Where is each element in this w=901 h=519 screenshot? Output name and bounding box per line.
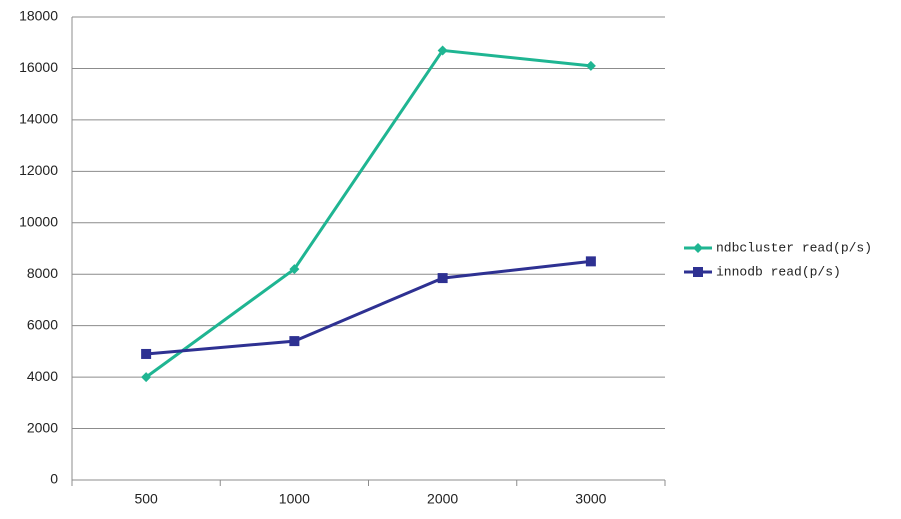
y-tick-label: 18000 bbox=[19, 8, 58, 24]
x-tick-label: 3000 bbox=[575, 491, 606, 507]
point bbox=[289, 336, 300, 347]
x-tick-label: 1000 bbox=[279, 491, 310, 507]
y-tick-label: 14000 bbox=[19, 111, 58, 127]
y-tick-label: 12000 bbox=[19, 162, 58, 178]
point bbox=[437, 273, 448, 284]
series-line bbox=[145, 259, 592, 356]
point bbox=[585, 256, 596, 267]
x-tick-label: 500 bbox=[134, 491, 158, 507]
legend-marker bbox=[693, 267, 703, 277]
legend-label: innodb read(p/s) bbox=[716, 264, 841, 279]
y-tick-label: 10000 bbox=[19, 213, 58, 229]
x-tick-label: 2000 bbox=[427, 491, 458, 507]
y-tick-label: 4000 bbox=[27, 368, 58, 384]
point bbox=[141, 372, 152, 383]
legend-label: ndbcluster read(p/s) bbox=[716, 240, 872, 255]
y-tick-label: 6000 bbox=[27, 316, 58, 332]
y-tick-label: 8000 bbox=[27, 265, 58, 281]
series-line bbox=[145, 48, 592, 379]
legend-marker bbox=[693, 243, 703, 253]
point bbox=[437, 45, 448, 56]
point bbox=[289, 264, 300, 275]
point bbox=[141, 348, 152, 359]
y-tick-label: 16000 bbox=[19, 59, 58, 75]
y-tick-label: 2000 bbox=[27, 419, 58, 435]
point bbox=[585, 60, 596, 71]
y-tick-label: 0 bbox=[50, 471, 58, 487]
